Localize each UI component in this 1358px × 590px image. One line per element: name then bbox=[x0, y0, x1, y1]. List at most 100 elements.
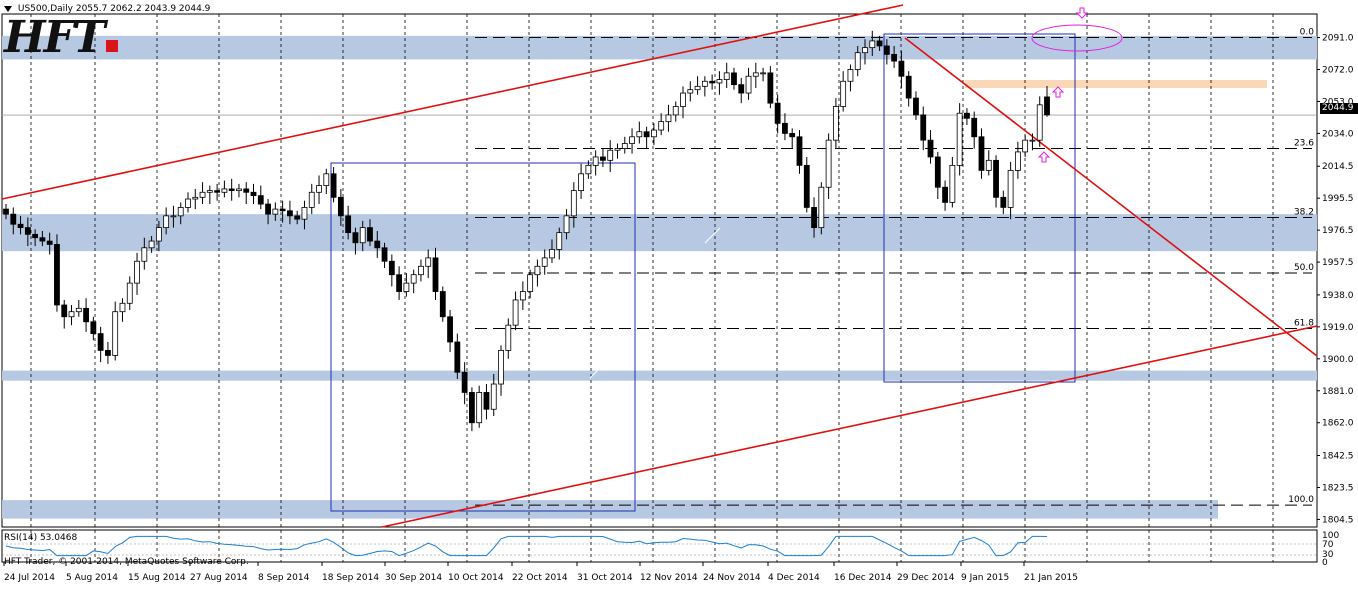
candle-body bbox=[192, 196, 199, 200]
candle-body bbox=[650, 129, 657, 138]
time-axis-label: 15 Aug 2014 bbox=[128, 573, 186, 583]
highlight-ellipse bbox=[1031, 24, 1123, 52]
faint-line bbox=[589, 367, 601, 379]
candle-body bbox=[927, 139, 934, 158]
candle-body bbox=[148, 240, 155, 249]
candle-body bbox=[155, 227, 162, 242]
candle-body bbox=[869, 40, 876, 49]
candle-body bbox=[126, 282, 133, 304]
candle-body bbox=[199, 191, 206, 198]
candle-body bbox=[483, 392, 490, 410]
rsi-axis-label: 30 bbox=[1322, 550, 1334, 560]
candle-body bbox=[956, 112, 963, 166]
fib-label: 23.6 bbox=[1294, 139, 1314, 149]
candle-body bbox=[287, 210, 293, 217]
candle-body bbox=[272, 208, 279, 215]
candle-body bbox=[112, 311, 119, 356]
candle-body bbox=[141, 247, 148, 262]
candle-body bbox=[825, 139, 832, 188]
candle-body bbox=[985, 159, 992, 171]
channel-lower-trendline bbox=[381, 325, 1318, 528]
candle-body bbox=[163, 215, 170, 229]
candle-body bbox=[716, 79, 723, 84]
candle-body bbox=[701, 80, 708, 87]
candle-body bbox=[1000, 196, 1007, 208]
logo-dot bbox=[105, 40, 118, 52]
candle-body bbox=[330, 173, 337, 198]
candle-body bbox=[818, 186, 825, 229]
candle-body bbox=[403, 282, 410, 292]
price-axis-label: 1842.5 bbox=[1322, 452, 1354, 462]
rsi-axis-label: 0 bbox=[1322, 558, 1328, 568]
candle-body bbox=[1007, 170, 1014, 208]
candle-body bbox=[352, 232, 359, 244]
candle-body bbox=[388, 260, 395, 276]
time-axis-label: 5 Aug 2014 bbox=[66, 573, 118, 583]
candle-body bbox=[294, 215, 301, 220]
dropdown-triangle-icon[interactable] bbox=[4, 5, 12, 12]
candle-body bbox=[90, 321, 97, 334]
candle-body bbox=[1022, 139, 1029, 153]
candle-body bbox=[512, 299, 519, 326]
time-axis-label: 24 Jul 2014 bbox=[4, 573, 55, 583]
price-axis-label: 1995.5 bbox=[1322, 194, 1354, 204]
candle-body bbox=[257, 195, 264, 205]
current-price-tag: 2044.9 bbox=[1320, 103, 1358, 114]
symbol-line: US500,Daily 2055.7 2062.2 2043.9 2044.9 bbox=[17, 4, 211, 14]
candles-group bbox=[3, 30, 1050, 432]
candle-body bbox=[418, 265, 424, 276]
price-axis-label: 1862.0 bbox=[1322, 419, 1354, 429]
candle-body bbox=[476, 392, 483, 424]
rsi-line bbox=[5, 535, 1048, 557]
candle-body bbox=[308, 191, 315, 208]
candle-body bbox=[694, 85, 701, 91]
candle-body bbox=[658, 121, 665, 131]
candle-body bbox=[672, 106, 679, 116]
candle-body bbox=[185, 198, 191, 208]
copyright-text: HFT Trader, © 2001-2014, MetaQuotes Soft… bbox=[4, 557, 249, 567]
candle-body bbox=[934, 156, 941, 188]
candle-body bbox=[206, 190, 213, 193]
candle-body bbox=[898, 60, 905, 77]
candle-body bbox=[1014, 151, 1021, 171]
candle-body bbox=[629, 136, 635, 144]
price-axis-label: 2034.0 bbox=[1322, 129, 1354, 139]
candle-body bbox=[359, 227, 366, 244]
faint-line bbox=[704, 227, 721, 244]
candle-body bbox=[541, 257, 548, 267]
candle-body bbox=[942, 186, 948, 203]
price-axis-label: 2014.5 bbox=[1322, 162, 1354, 172]
price-axis-label: 1823.5 bbox=[1322, 483, 1354, 493]
price-axis-label: 2072.0 bbox=[1322, 66, 1354, 76]
candle-body bbox=[738, 84, 745, 94]
candle-body bbox=[854, 52, 861, 70]
candle-body bbox=[469, 392, 475, 424]
candle-body bbox=[32, 233, 39, 239]
candle-body bbox=[279, 208, 286, 212]
candle-body bbox=[498, 349, 504, 385]
candle-body bbox=[425, 257, 432, 267]
candle-body bbox=[447, 316, 453, 343]
candle-body bbox=[913, 97, 919, 116]
price-axis-label: 2053.0 bbox=[1322, 97, 1354, 107]
candle-body bbox=[221, 188, 228, 193]
time-axis-label: 18 Sep 2014 bbox=[322, 573, 379, 583]
price-axis-label: 1881.0 bbox=[1322, 387, 1354, 397]
candle-body bbox=[556, 232, 563, 250]
arrow-up-icon bbox=[1037, 151, 1051, 163]
candle-body bbox=[119, 302, 126, 313]
time-axis-label: 8 Sep 2014 bbox=[258, 573, 310, 583]
candle-body bbox=[905, 75, 912, 99]
candle-body bbox=[774, 102, 781, 124]
candle-body bbox=[68, 311, 75, 318]
candle-body bbox=[614, 148, 621, 151]
candle-body bbox=[214, 190, 221, 193]
candle-body bbox=[410, 274, 417, 284]
candle-body bbox=[585, 164, 592, 175]
rsi-label: RSI(14) 53.0468 bbox=[4, 533, 78, 543]
time-axis-label: 4 Dec 2014 bbox=[768, 573, 820, 583]
candle-body bbox=[607, 149, 614, 161]
time-axis-label: 10 Oct 2014 bbox=[448, 573, 504, 583]
price-axis-label: 1900.0 bbox=[1322, 355, 1354, 365]
